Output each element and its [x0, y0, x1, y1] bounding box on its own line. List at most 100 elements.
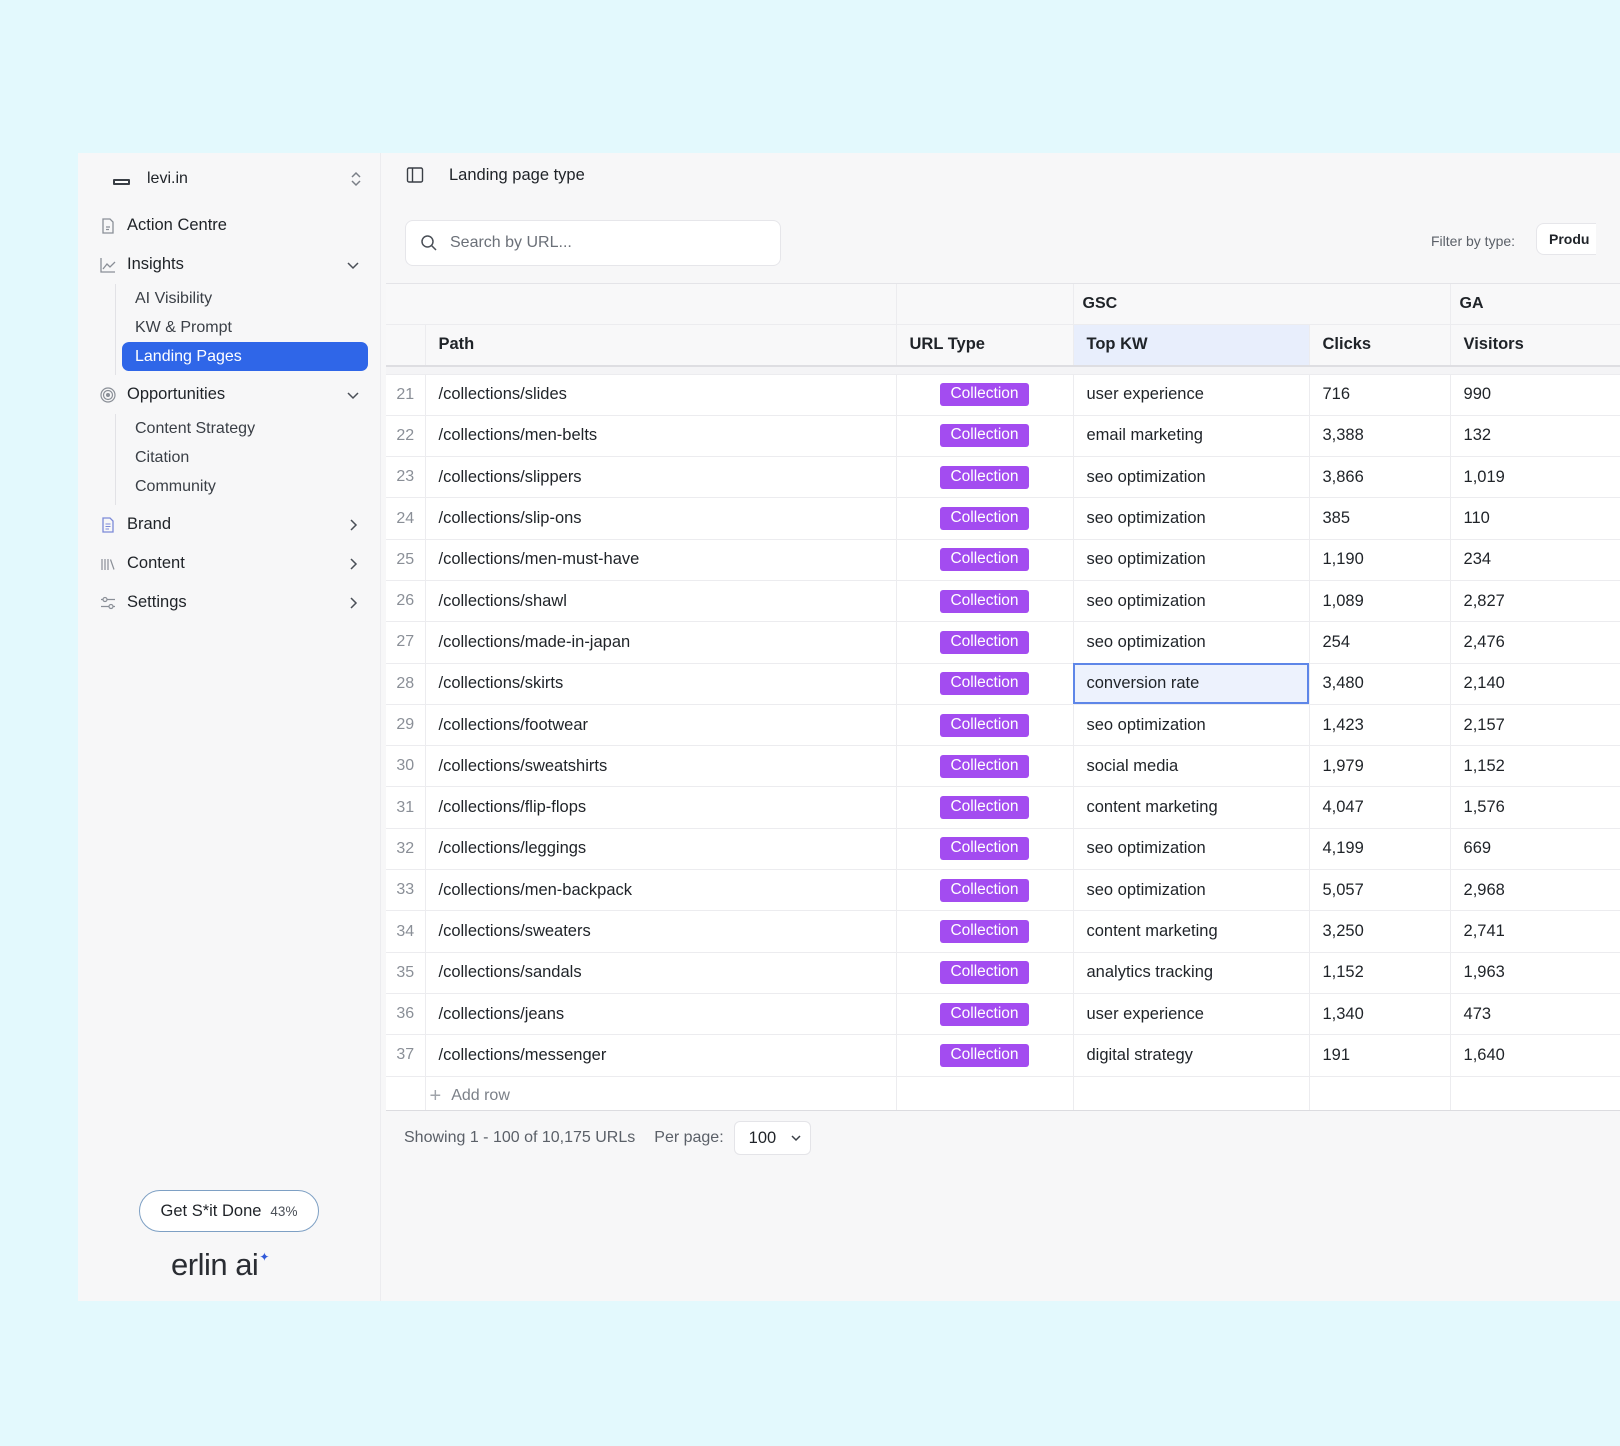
chevron-up-down-icon[interactable]	[350, 170, 362, 188]
nav-opportunities[interactable]: Opportunities	[90, 375, 368, 414]
url-type-cell[interactable]: Collection	[896, 663, 1074, 705]
path-cell[interactable]: /collections/messenger	[425, 1034, 897, 1077]
path-cell[interactable]: /collections/slides	[425, 374, 897, 416]
visitors-cell[interactable]: 2,157	[1450, 704, 1620, 747]
path-cell[interactable]: /collections/sweatshirts	[425, 745, 897, 788]
sub-item-ai-visibility[interactable]: AI Visibility	[135, 289, 213, 307]
path-cell[interactable]: /collections/sweaters	[425, 910, 897, 953]
visitors-cell[interactable]: 1,963	[1450, 952, 1620, 994]
nav-content[interactable]: Content	[90, 544, 368, 583]
nav-insights[interactable]: Insights	[90, 245, 368, 284]
visitors-cell[interactable]: 1,019	[1450, 456, 1620, 499]
url-type-cell[interactable]: Collection	[896, 952, 1074, 994]
url-type-cell[interactable]: Collection	[896, 497, 1074, 540]
sub-item-content-strategy[interactable]: Content Strategy	[135, 419, 256, 437]
url-type-cell[interactable]: Collection	[896, 993, 1074, 1036]
path-cell[interactable]: /collections/sandals	[425, 952, 897, 994]
column-header-clicks[interactable]: Clicks	[1309, 324, 1451, 367]
table-row[interactable]: 24/collections/slip-ons Collection seo opt…	[386, 497, 1620, 540]
chevron-down-icon[interactable]	[346, 258, 360, 272]
clicks-cell[interactable]: 1,423	[1309, 704, 1451, 747]
url-type-cell[interactable]: Collection	[896, 1034, 1074, 1077]
add-row-button[interactable]: + Add row	[426, 1085, 896, 1108]
path-cell[interactable]: /collections/leggings	[425, 828, 897, 871]
visitors-cell[interactable]: 2,140	[1450, 663, 1620, 705]
get-it-done-button[interactable]: Get S*it Done 43%	[139, 1190, 319, 1232]
visitors-cell[interactable]: 2,476	[1450, 621, 1620, 664]
url-type-cell[interactable]: Collection	[896, 580, 1074, 623]
sub-item-citation[interactable]: Citation	[135, 448, 190, 466]
sidebar-toggle-icon[interactable]	[405, 165, 425, 185]
table-row[interactable]: 27/collections/made-in-japan Collection se…	[386, 621, 1620, 664]
table-row[interactable]: 37/collections/messenger Collection digita…	[386, 1034, 1620, 1077]
path-cell[interactable]: /collections/slippers	[425, 456, 897, 499]
top-kw-cell[interactable]: seo optimization	[1073, 580, 1310, 623]
path-cell[interactable]: /collections/made-in-japan	[425, 621, 897, 664]
nav-settings[interactable]: Settings	[90, 583, 368, 622]
url-type-cell[interactable]: Collection	[896, 539, 1074, 581]
visitors-cell[interactable]: 2,741	[1450, 910, 1620, 953]
url-type-cell[interactable]: Collection	[896, 745, 1074, 788]
clicks-cell[interactable]: 1,979	[1309, 745, 1451, 788]
clicks-cell[interactable]: 716	[1309, 374, 1451, 416]
chevron-right-icon[interactable]	[346, 596, 360, 610]
table-row[interactable]: 34/collections/sweaters Collection content…	[386, 910, 1620, 953]
clicks-cell[interactable]: 3,388	[1309, 415, 1451, 458]
column-header-top-kw[interactable]: Top KW	[1073, 324, 1310, 367]
table-row[interactable]: 29/collections/footwear Collection seo opt…	[386, 704, 1620, 747]
top-kw-cell[interactable]: analytics tracking	[1073, 952, 1310, 994]
clicks-cell[interactable]: 1,089	[1309, 580, 1451, 623]
column-header-url-type[interactable]: URL Type	[896, 324, 1074, 367]
visitors-cell[interactable]: 1,152	[1450, 745, 1620, 788]
top-kw-cell[interactable]: digital strategy	[1073, 1034, 1310, 1077]
top-kw-cell[interactable]: seo optimization	[1073, 539, 1310, 581]
visitors-cell[interactable]: 110	[1450, 497, 1620, 540]
path-cell[interactable]: /collections/men-backpack	[425, 869, 897, 912]
table-row[interactable]: 33/collections/men-backpack Collection seo…	[386, 869, 1620, 912]
top-kw-cell[interactable]: seo optimization	[1073, 621, 1310, 664]
sub-item-landing-pages[interactable]: Landing Pages	[122, 342, 368, 371]
visitors-cell[interactable]: 2,827	[1450, 580, 1620, 623]
clicks-cell[interactable]: 5,057	[1309, 869, 1451, 912]
per-page-select[interactable]: 100	[733, 1121, 811, 1155]
path-cell[interactable]: /collections/skirts	[425, 663, 897, 705]
path-cell[interactable]: /collections/footwear	[425, 704, 897, 747]
table-row[interactable]: 23/collections/slippers Collection seo opt…	[386, 456, 1620, 499]
sub-item-kw-prompt[interactable]: KW & Prompt	[135, 318, 232, 336]
chevron-down-icon[interactable]	[346, 388, 360, 402]
url-type-cell[interactable]: Collection	[896, 910, 1074, 953]
nav-brand[interactable]: Brand	[90, 505, 368, 544]
clicks-cell[interactable]: 254	[1309, 621, 1451, 664]
path-cell[interactable]: /collections/jeans	[425, 993, 897, 1036]
url-type-cell[interactable]: Collection	[896, 869, 1074, 912]
visitors-cell[interactable]: 234	[1450, 539, 1620, 581]
table-row[interactable]: 21/collections/slides Collection user expe…	[386, 374, 1620, 416]
visitors-cell[interactable]: 669	[1450, 828, 1620, 871]
clicks-cell[interactable]: 191	[1309, 1034, 1451, 1077]
url-type-cell[interactable]: Collection	[896, 828, 1074, 871]
column-header-visitors[interactable]: Visitors	[1450, 324, 1620, 367]
top-kw-cell[interactable]: seo optimization	[1073, 828, 1310, 871]
visitors-cell[interactable]: 990	[1450, 374, 1620, 416]
url-type-cell[interactable]: Collection	[896, 704, 1074, 747]
visitors-cell[interactable]: 473	[1450, 993, 1620, 1036]
visitors-cell[interactable]: 1,576	[1450, 786, 1620, 829]
url-type-cell[interactable]: Collection	[896, 456, 1074, 499]
clicks-cell[interactable]: 4,199	[1309, 828, 1451, 871]
top-kw-cell[interactable]: content marketing	[1073, 786, 1310, 829]
top-kw-cell[interactable]: user experience	[1073, 374, 1310, 416]
path-cell[interactable]: /collections/shawl	[425, 580, 897, 623]
visitors-cell[interactable]: 132	[1450, 415, 1620, 458]
table-row[interactable]: 22/collections/men-belts Collection email …	[386, 415, 1620, 458]
table-row[interactable]: 30/collections/sweatshirts Collection soci…	[386, 745, 1620, 788]
clicks-cell[interactable]: 1,340	[1309, 993, 1451, 1036]
search-input[interactable]	[450, 234, 750, 252]
top-kw-cell[interactable]: seo optimization	[1073, 497, 1310, 540]
top-kw-cell[interactable]: social media	[1073, 745, 1310, 788]
top-kw-cell[interactable]: seo optimization	[1073, 869, 1310, 912]
path-cell[interactable]: /collections/slip-ons	[425, 497, 897, 540]
top-kw-cell[interactable]: content marketing	[1073, 910, 1310, 953]
url-type-cell[interactable]: Collection	[896, 374, 1074, 416]
url-type-cell[interactable]: Collection	[896, 415, 1074, 458]
workspace-switcher[interactable]: levi.in	[90, 157, 368, 201]
